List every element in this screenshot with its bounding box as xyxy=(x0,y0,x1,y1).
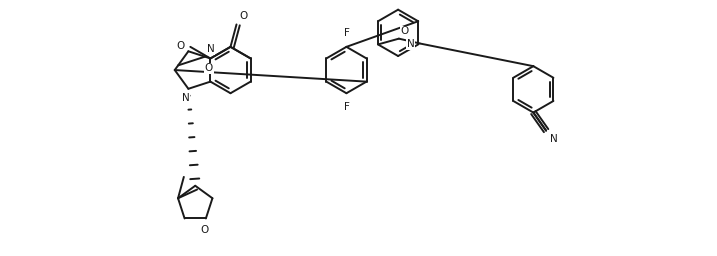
Text: O: O xyxy=(201,225,209,235)
Text: F: F xyxy=(344,28,351,38)
Text: N: N xyxy=(550,134,558,144)
Text: N: N xyxy=(407,39,414,49)
Text: N: N xyxy=(182,93,190,103)
Text: O: O xyxy=(401,26,409,36)
Text: O: O xyxy=(239,10,247,20)
Text: O: O xyxy=(176,41,184,51)
Text: N: N xyxy=(206,44,214,54)
Text: O: O xyxy=(205,63,213,73)
Text: F: F xyxy=(344,102,351,112)
